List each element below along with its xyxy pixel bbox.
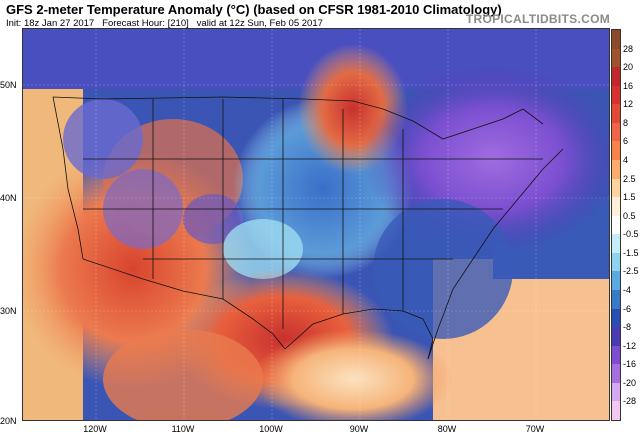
colorbar-swatch <box>612 215 620 235</box>
atlantic-coast <box>427 148 564 360</box>
graticule <box>23 29 609 420</box>
colorbar-label: 6 <box>623 136 629 147</box>
colorbar <box>611 29 621 421</box>
colorbar-label: -4 <box>623 285 632 295</box>
colorbar-swatch <box>612 382 620 402</box>
lat-label-20n: 20N <box>0 416 17 426</box>
map-canvas <box>23 29 609 420</box>
gulf-coast <box>284 308 434 360</box>
colorbar-label: 4 <box>623 155 629 165</box>
colorbar-swatch <box>612 345 620 365</box>
colorbar-label: -1.5 <box>623 247 639 258</box>
gulf-warm-anomaly <box>253 329 453 420</box>
colorbar-swatch <box>612 290 620 310</box>
pacific-coast <box>52 96 84 260</box>
colorbar-label: 0.5 <box>623 210 636 221</box>
northwest-cold-patch <box>63 99 143 179</box>
colorbar-label: 12 <box>623 99 634 110</box>
init-time: Init: 18z Jan 27 2017 <box>6 18 95 29</box>
colorbar-label: -12 <box>623 340 637 351</box>
colorbar-label: -0.5 <box>623 229 639 240</box>
lat-label-50n: 50N <box>0 80 17 90</box>
lon-label-80w: 80W <box>437 424 457 434</box>
valid-time: valid at 12z Sun, Feb 05 2017 <box>196 18 323 29</box>
colorbar-swatch <box>612 67 620 87</box>
colorbar-swatch <box>612 141 620 161</box>
colorbar-swatch <box>612 122 620 142</box>
brand-watermark: TROPICALTIDBITS.COM <box>465 12 610 26</box>
colorbar-label: -28 <box>623 396 637 407</box>
colorbar-swatch <box>612 104 620 124</box>
colorbar-swatch <box>612 364 620 384</box>
colorbar-label: 2.5 <box>623 173 636 184</box>
lon-label-100w: 100W <box>259 424 283 434</box>
colorbar-swatch <box>612 178 620 198</box>
lon-label-110w: 110W <box>171 424 195 434</box>
lon-label-90w: 90W <box>349 424 369 434</box>
colorbar-label: -8 <box>623 322 632 333</box>
colorbar-label: 8 <box>623 117 629 128</box>
us-canada-border <box>52 96 544 140</box>
political-borders <box>52 96 564 360</box>
colorbar-swatch <box>612 252 620 272</box>
lat-label-40n: 40N <box>0 193 17 203</box>
colorbar-swatch <box>612 327 620 347</box>
forecast-hour: Forecast Hour: [210] <box>102 18 189 29</box>
colorbar-swatch <box>612 234 620 254</box>
colorbar-label: 1.5 <box>623 192 636 203</box>
colorbar-swatch <box>612 308 620 328</box>
colorbar-swatch <box>612 271 620 291</box>
colorbar-label: -6 <box>623 303 632 314</box>
lat-label-30n: 30N <box>0 306 17 316</box>
colorbar-swatch <box>612 160 620 180</box>
southeast-cold <box>373 199 513 339</box>
colorbar-swatch <box>612 197 620 217</box>
colorbar-label: -2.5 <box>623 266 639 277</box>
map-title: GFS 2-meter Temperature Anomaly (°C) (ba… <box>6 2 502 17</box>
colorbar-swatch <box>612 30 620 50</box>
colorbar-label: -16 <box>623 359 637 370</box>
colorbar-swatch <box>612 48 620 68</box>
colorbar-label: 28 <box>623 43 634 54</box>
mexico-warm <box>103 329 263 420</box>
colorbar-swatch <box>612 85 620 105</box>
colorbar-label: 16 <box>623 80 634 91</box>
anomaly-map[interactable] <box>22 28 610 421</box>
lon-label-70w: 70W <box>525 424 545 434</box>
colorbar-swatch <box>612 401 620 421</box>
lon-label-120w: 120W <box>83 424 107 434</box>
colorado-cold-patch <box>183 194 243 244</box>
map-subtitle: Init: 18z Jan 27 2017 Forecast Hour: [21… <box>6 18 323 29</box>
colorbar-label: 20 <box>623 62 634 73</box>
colorbar-label: -20 <box>623 377 637 388</box>
